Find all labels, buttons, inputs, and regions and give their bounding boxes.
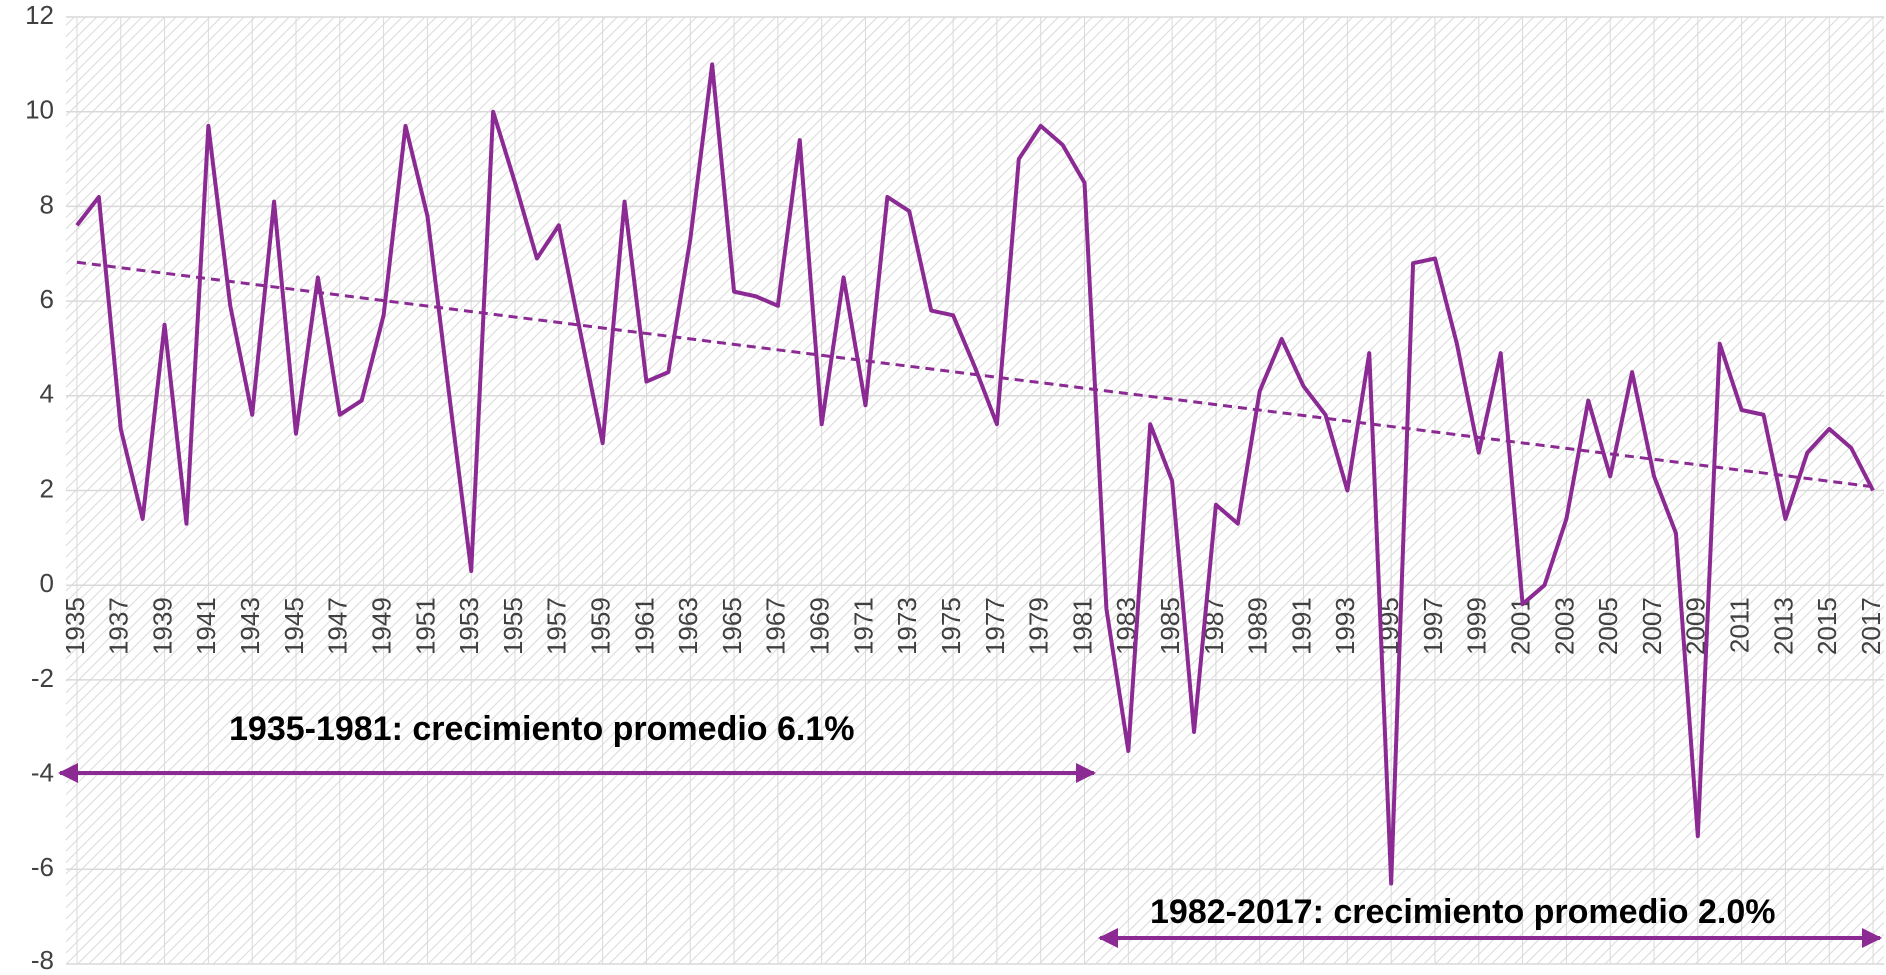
x-tick-label: 1953 [454,597,484,655]
y-tick-label: -8 [31,945,54,975]
y-tick-label: 0 [40,568,54,598]
x-tick-label: 2011 [1725,597,1755,653]
x-tick-label: 1985 [1155,597,1185,655]
data-line [75,62,1875,886]
y-tick-label: -4 [31,757,54,787]
x-tick-label: 1961 [629,597,659,655]
x-tick-label: 2005 [1593,597,1623,655]
x-tick-label: 1935 [60,597,90,655]
x-tick-label: 1963 [673,597,703,655]
x-tick-label: 1937 [104,597,134,655]
x-tick-label: 1969 [805,597,835,655]
x-tick-label: 1945 [279,597,309,655]
x-tick-label: 1965 [717,597,747,655]
x-tick-label: 1997 [1418,597,1448,655]
y-tick-label: -6 [31,852,54,882]
x-tick-label: 1951 [410,597,440,655]
y-tick-label: 12 [25,0,54,30]
x-tick-label: 1943 [235,597,265,655]
annotation: 1982-2017: crecimiento promedio 2.0% [1150,893,1776,931]
x-tick-label: 1967 [761,597,791,655]
x-tick-label: 1941 [191,597,221,655]
x-tick-label: 2003 [1549,597,1579,655]
x-tick-label: 1959 [586,597,616,655]
annotation: 1935-1981: crecimiento promedio 6.1% [229,710,855,748]
x-tick-label: 1991 [1286,597,1316,655]
x-tick-label: 1993 [1330,597,1360,655]
x-tick-label: 1949 [366,597,396,655]
x-tick-label: 1973 [892,597,922,655]
y-tick-label: 6 [40,284,54,314]
y-tick-label: -2 [31,663,54,693]
x-tick-label: 1999 [1462,597,1492,655]
y-tick-label: 2 [40,473,54,503]
x-tick-label: 2001 [1505,597,1535,655]
x-tick-label: 2015 [1812,597,1842,655]
x-tick-label: 2013 [1768,597,1798,655]
y-tick-label: 10 [25,95,54,125]
x-tick-label: 2007 [1637,597,1667,655]
x-tick-label: 2017 [1856,597,1886,655]
x-tick-label: 1975 [936,597,966,655]
x-tick-label: 1957 [542,597,572,655]
trend-line [76,260,1874,489]
x-tick-label: 1979 [1024,597,1054,655]
x-tick-label: 1989 [1243,597,1273,655]
x-tick-label: 1939 [147,597,177,655]
y-tick-label: 8 [40,189,54,219]
x-tick-label: 1971 [848,597,878,655]
x-tick-label: 1955 [498,597,528,655]
x-tick-label: 1947 [323,597,353,655]
x-tick-label: 1981 [1067,597,1097,655]
y-tick-label: 4 [40,379,54,409]
x-tick-label: 1977 [980,597,1010,655]
